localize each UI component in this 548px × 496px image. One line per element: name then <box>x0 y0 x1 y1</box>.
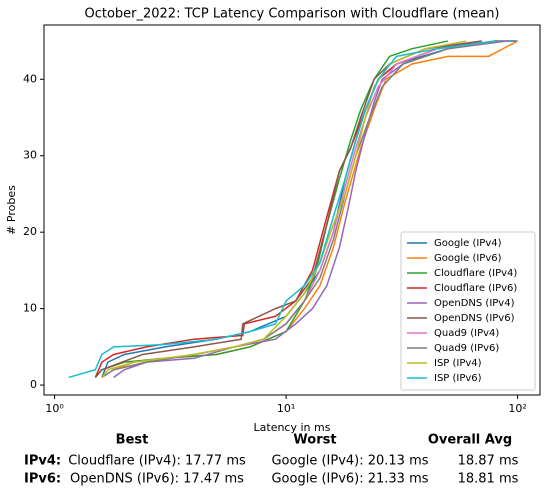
legend-label: ISP (IPv6) <box>434 373 482 384</box>
table-cell: Cloudflare (IPv4): 17.77 ms <box>68 454 246 469</box>
y-tick-label: 20 <box>23 225 37 238</box>
table-cell: 18.87 ms <box>458 454 519 469</box>
legend-label: Google (IPv6) <box>434 253 502 264</box>
y-axis-label: # Probes <box>5 185 18 235</box>
chart-title: October_2022: TCP Latency Comparison wit… <box>84 7 499 22</box>
legend-label: Cloudflare (IPv4) <box>434 268 517 279</box>
y-tick-label: 40 <box>23 72 37 85</box>
legend-label: Quad9 (IPv4) <box>434 328 499 339</box>
legend-label: Quad9 (IPv6) <box>434 343 499 354</box>
table-cell: 18.81 ms <box>458 472 519 487</box>
table-cell: Google (IPv6): 21.33 ms <box>271 472 428 487</box>
y-tick-label: 0 <box>30 378 37 391</box>
legend-label: OpenDNS (IPv4) <box>434 298 515 309</box>
y-tick-label: 30 <box>23 149 37 162</box>
table-cell: OpenDNS (IPv6): 17.47 ms <box>70 472 244 487</box>
legend-label: ISP (IPv4) <box>434 358 482 369</box>
legend-label: Cloudflare (IPv6) <box>434 283 517 294</box>
series-line <box>68 40 496 379</box>
legend-box <box>400 231 536 391</box>
x-tick-label: 10² <box>508 402 526 415</box>
table-header: Best <box>116 433 149 448</box>
legend-label: Google (IPv4) <box>434 238 502 249</box>
y-tick-label: 10 <box>23 302 37 315</box>
x-tick-label: 10¹ <box>277 402 295 415</box>
plot-frame <box>43 24 541 396</box>
row-label: IPv4: <box>24 454 61 469</box>
x-tick-label: 10⁰ <box>45 402 64 415</box>
table-cell: Google (IPv4): 20.13 ms <box>271 454 428 469</box>
table-header: Worst <box>293 433 336 448</box>
legend-label: OpenDNS (IPv6) <box>434 313 515 324</box>
x-axis-label: Latency in ms <box>254 421 331 434</box>
row-label: IPv6: <box>24 472 61 487</box>
table-header: Overall Avg <box>428 433 512 448</box>
